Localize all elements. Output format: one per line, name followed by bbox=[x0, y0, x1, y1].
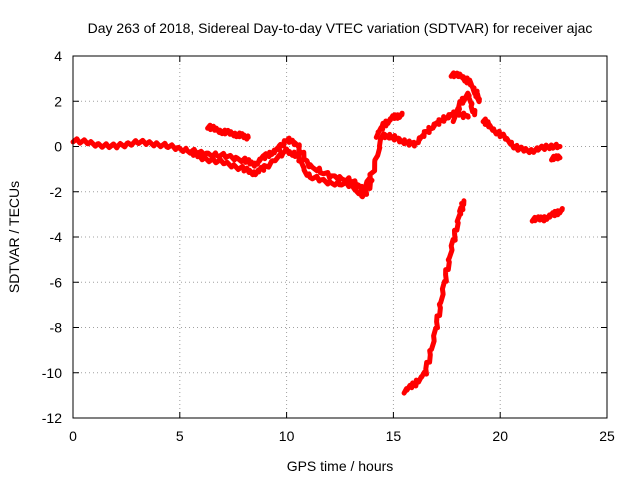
series-dropout-rise bbox=[401, 198, 467, 396]
y-tick-label: -6 bbox=[50, 274, 63, 290]
series-peak-segment bbox=[448, 70, 482, 105]
y-tick-label: -12 bbox=[42, 410, 62, 426]
y-tick-label: 0 bbox=[54, 139, 62, 155]
y-tick-label: 2 bbox=[54, 93, 62, 109]
x-axis-label: GPS time / hours bbox=[287, 458, 394, 474]
x-tick-label: 20 bbox=[492, 428, 508, 444]
series-main-trace bbox=[70, 108, 471, 193]
series-layer bbox=[70, 70, 565, 396]
y-tick-label: -2 bbox=[50, 184, 63, 200]
series-late-stub bbox=[549, 153, 563, 163]
x-tick-label: 0 bbox=[69, 428, 77, 444]
chart-title: Day 263 of 2018, Sidereal Day-to-day VTE… bbox=[88, 20, 593, 36]
y-tick-label: -10 bbox=[42, 365, 62, 381]
series-upper-arc-18 bbox=[373, 110, 405, 140]
series-late-segment bbox=[480, 116, 563, 156]
x-tick-label: 5 bbox=[176, 428, 184, 444]
series-hook-segment bbox=[450, 90, 478, 125]
x-tick-label: 15 bbox=[386, 428, 402, 444]
x-tick-label: 10 bbox=[279, 428, 295, 444]
y-tick-label: -8 bbox=[50, 320, 63, 336]
series-lower-band bbox=[188, 146, 375, 200]
series-segment-6-8 bbox=[205, 122, 251, 142]
series-small-segment bbox=[529, 206, 565, 224]
y-tick-label: 4 bbox=[54, 48, 62, 64]
grid-layer bbox=[73, 56, 607, 418]
x-tick-label: 25 bbox=[599, 428, 615, 444]
y-axis-label: SDTVAR / TECUs bbox=[6, 181, 22, 293]
y-tick-label: -4 bbox=[50, 229, 63, 245]
